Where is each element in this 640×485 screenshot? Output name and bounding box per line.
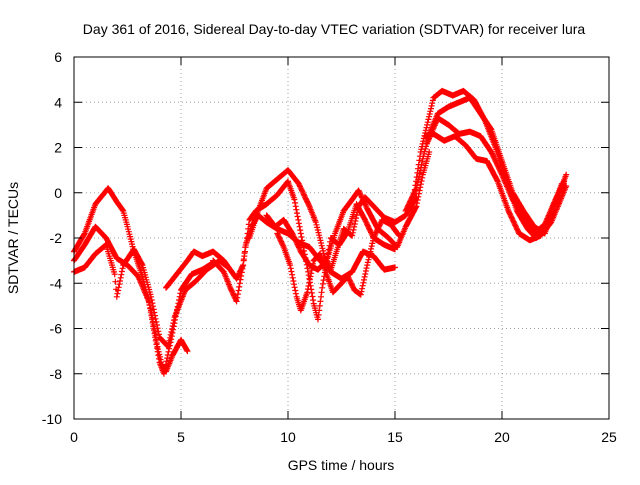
y-tick-label: -4 — [50, 275, 63, 291]
y-tick-label: 6 — [54, 49, 62, 65]
x-tick-label: 25 — [601, 429, 617, 445]
series-track-12 — [424, 115, 568, 237]
y-tick-label: -2 — [50, 230, 63, 246]
y-tick-label: -8 — [50, 366, 63, 382]
series-markers — [274, 216, 403, 314]
series-markers — [263, 149, 433, 273]
series-markers — [422, 130, 570, 244]
y-tick-label: 2 — [54, 140, 62, 156]
y-tick-label: 0 — [54, 185, 62, 201]
tick-labels: -10 -8 -6 -4 -2 0 2 4 6 0 5 10 15 20 25 — [42, 49, 617, 445]
series-track-8 — [263, 149, 433, 273]
grid-lines — [74, 57, 609, 419]
series-markers — [424, 115, 568, 237]
y-tick-label: -10 — [42, 411, 62, 427]
axis-ticks — [73, 56, 610, 420]
series-markers — [246, 167, 420, 273]
x-tick-label: 10 — [280, 429, 296, 445]
chart-title: Day 361 of 2016, Sidereal Day-to-day VTE… — [83, 21, 586, 37]
x-tick-label: 15 — [387, 429, 403, 445]
x-tick-label: 5 — [177, 429, 185, 445]
x-tick-label: 20 — [494, 429, 510, 445]
data-points — [71, 87, 570, 377]
series-track-11 — [422, 130, 570, 244]
x-axis-label: GPS time / hours — [288, 457, 395, 473]
series-track-7 — [274, 216, 403, 314]
y-tick-label: 4 — [54, 94, 62, 110]
y-axis-label: SDTVAR / TECUs — [5, 182, 21, 294]
x-tick-label: 0 — [70, 429, 78, 445]
y-tick-label: -6 — [50, 321, 63, 337]
series-track-6 — [246, 167, 420, 273]
